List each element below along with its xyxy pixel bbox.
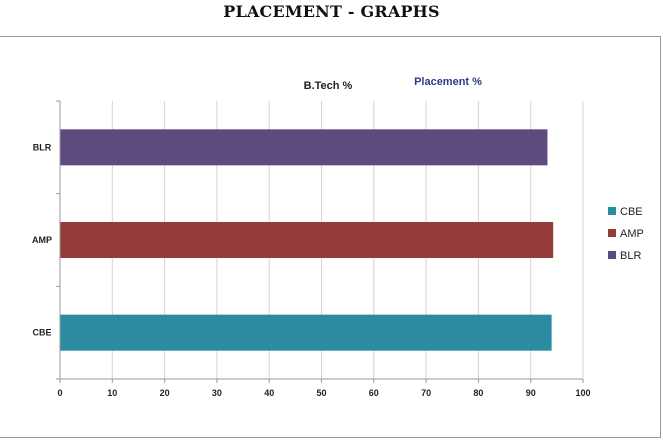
bar-blr: [60, 129, 548, 166]
x-tick-label: 10: [107, 388, 117, 398]
x-tick-label: 30: [212, 388, 222, 398]
bar-chart: 0 10 20 30 40 50 60 70 80 90 100 CBE AMP BLR CBE AMP BL…: [32, 76, 644, 398]
x-tick-label: 60: [369, 388, 379, 398]
bar-cbe: [60, 314, 552, 351]
x-tick-label: 80: [473, 388, 483, 398]
legend-swatch-blr: [608, 251, 616, 259]
legend-label: AMP: [620, 228, 644, 240]
chart-frame: 0 10 20 30 40 50 60 70 80 90 100 CBE AMP BLR CBE AMP BL…: [0, 36, 661, 438]
legend-label: BLR: [620, 250, 641, 262]
page-title: PLACEMENT - GRAPHS: [223, 2, 440, 21]
legend: CBE AMP BLR: [608, 206, 644, 262]
x-tick-label: 40: [264, 388, 274, 398]
chart-subtitle: Placement %: [414, 76, 482, 88]
x-tick-label: 20: [160, 388, 170, 398]
legend-label: CBE: [620, 206, 643, 218]
x-tick-label: 70: [421, 388, 431, 398]
x-tick-label: 90: [526, 388, 536, 398]
chart-title: B.Tech %: [304, 80, 353, 92]
bar-amp: [60, 222, 554, 258]
x-tick-label: 0: [57, 388, 62, 398]
y-category-label: CBE: [32, 328, 51, 338]
y-category-label: AMP: [32, 235, 52, 245]
legend-swatch-cbe: [608, 207, 616, 215]
labels: 0 10 20 30 40 50 60 70 80 90 100 CBE AMP BLR: [32, 142, 591, 398]
y-category-label: BLR: [33, 142, 52, 152]
x-tick-label: 50: [316, 388, 326, 398]
x-tick-label: 100: [575, 388, 590, 398]
axes: [56, 100, 584, 383]
legend-swatch-amp: [608, 229, 616, 237]
bars: [60, 129, 554, 351]
